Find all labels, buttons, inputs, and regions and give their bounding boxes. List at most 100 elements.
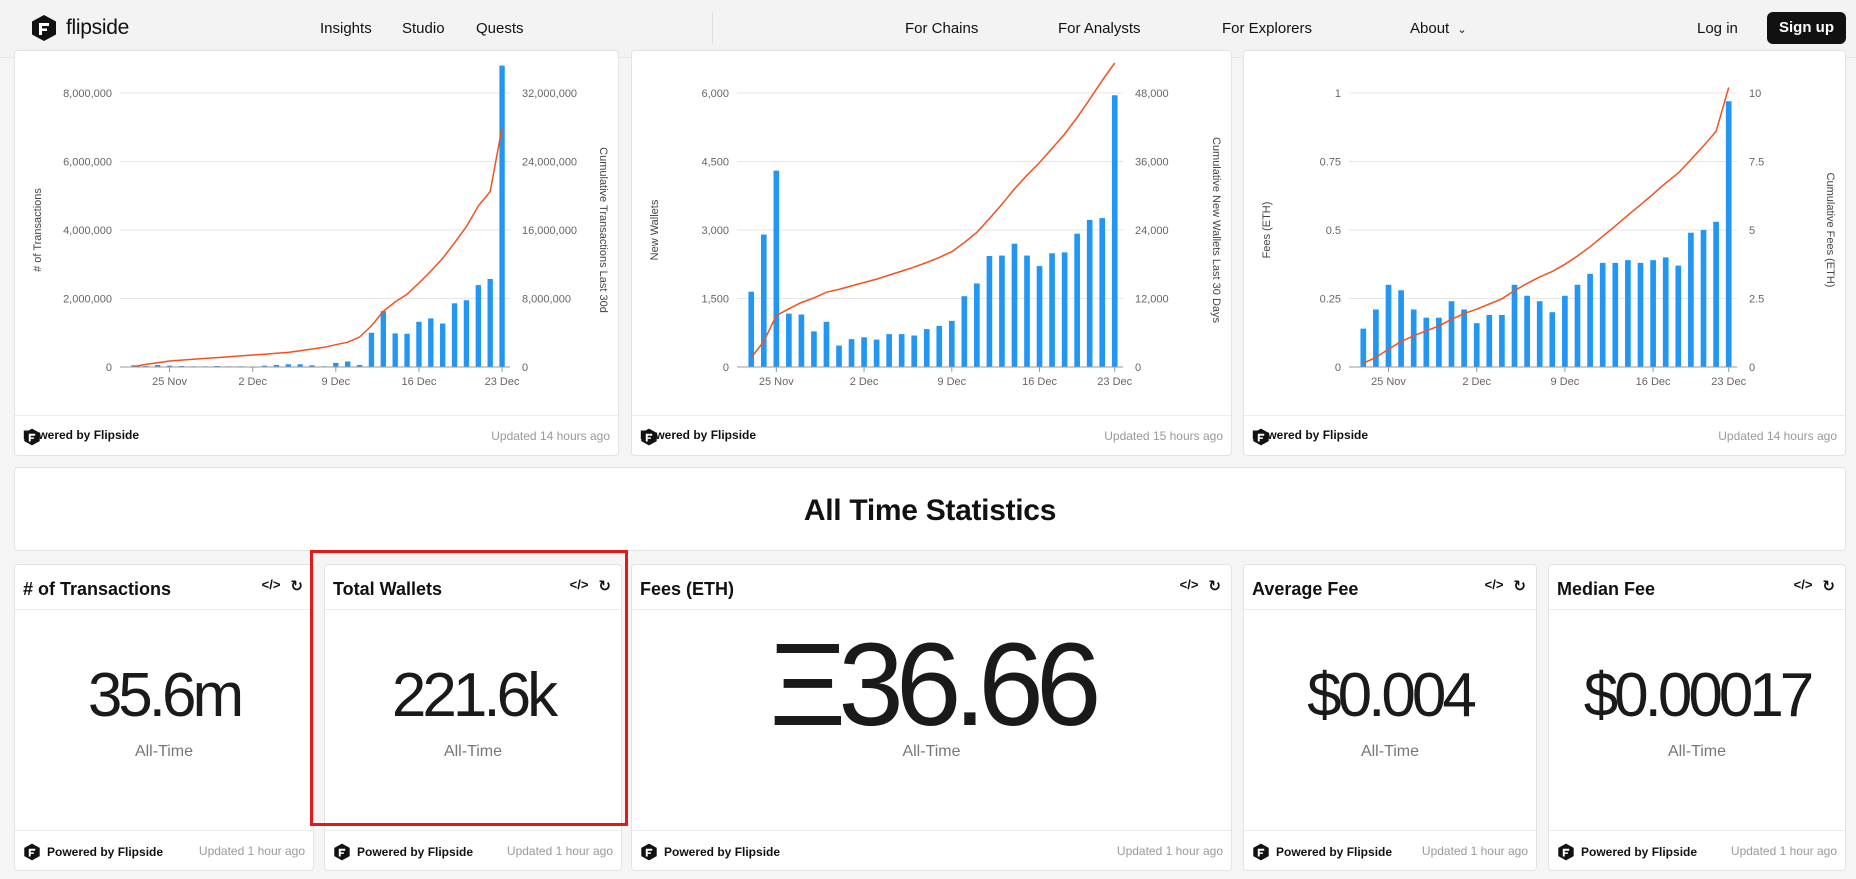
bar bbox=[309, 365, 315, 367]
series-line bbox=[1362, 87, 1730, 364]
bar bbox=[475, 285, 481, 367]
powered-by-label: Powered by Flipside bbox=[23, 428, 140, 442]
refresh-icon[interactable]: ↻ bbox=[290, 578, 303, 595]
bar bbox=[999, 255, 1005, 367]
x-tick-label: 9 Dec bbox=[1551, 376, 1580, 388]
bar bbox=[1398, 290, 1404, 367]
powered-by[interactable]: Powered by Flipside bbox=[23, 428, 140, 446]
powered-by-label: Powered by Flipside bbox=[1276, 845, 1393, 859]
bar bbox=[948, 320, 955, 367]
flipside-logo-icon bbox=[1253, 428, 1269, 446]
powered-by[interactable]: Powered by Flipside bbox=[333, 843, 473, 861]
flipside-logo-icon bbox=[641, 428, 657, 446]
nav-link-about[interactable]: About ⌄ bbox=[1410, 20, 1467, 37]
card-footer: Powered by Flipside Updated 1 hour ago bbox=[1549, 830, 1845, 870]
bar bbox=[798, 314, 805, 367]
stat-card-fees: Fees (ETH) </> ↻ Ξ36.66 All-Time Powered… bbox=[631, 564, 1232, 871]
stat-subtitle: All-Time bbox=[134, 743, 194, 760]
y2-tick-label: 0 bbox=[1135, 362, 1141, 374]
powered-by[interactable]: Powered by Flipside bbox=[640, 428, 757, 446]
powered-by[interactable]: Powered by Flipside bbox=[1252, 843, 1392, 861]
bar bbox=[155, 364, 161, 367]
refresh-icon[interactable]: ↻ bbox=[598, 578, 611, 595]
transactions-chart: 0 2,000,000 4,000,000 6,000,000 8,000,000 0 8,… bbox=[32, 65, 609, 388]
y2-tick-label: 32,000,000 bbox=[522, 88, 577, 100]
flipside-logo-icon bbox=[1253, 843, 1269, 861]
powered-by-label: Powered by Flipside bbox=[664, 845, 781, 859]
card-footer: Powered by Flipside Updated 1 hour ago bbox=[632, 830, 1231, 870]
powered-by-label: Powered by Flipside bbox=[1252, 428, 1369, 442]
powered-by[interactable]: Powered by Flipside bbox=[1557, 843, 1697, 861]
y-axis-label: # of Transactions bbox=[32, 188, 44, 272]
powered-by[interactable]: Powered by Flipside bbox=[640, 843, 780, 861]
refresh-icon[interactable]: ↻ bbox=[1513, 578, 1526, 595]
y2-tick-label: 0 bbox=[1749, 362, 1755, 374]
bar bbox=[848, 339, 855, 367]
bar bbox=[1612, 262, 1619, 367]
refresh-icon[interactable]: ↻ bbox=[1208, 578, 1221, 595]
bar bbox=[178, 365, 185, 367]
powered-by-label: Powered by Flipside bbox=[47, 845, 164, 859]
powered-by[interactable]: Powered by Flipside bbox=[1252, 428, 1369, 446]
divider bbox=[1549, 609, 1845, 610]
nav-link-insights[interactable]: Insights bbox=[320, 20, 372, 37]
refresh-icon[interactable]: ↻ bbox=[1822, 578, 1835, 595]
signup-button[interactable]: Sign up bbox=[1767, 12, 1846, 44]
nav-divider bbox=[712, 12, 713, 44]
powered-by-label: Powered by Flipside bbox=[640, 428, 757, 442]
stat-title: Median Fee bbox=[1557, 579, 1656, 599]
bar bbox=[356, 364, 363, 367]
bar bbox=[404, 333, 410, 367]
y-tick-label: 3,000 bbox=[701, 225, 729, 237]
bar bbox=[974, 283, 980, 367]
bar bbox=[285, 364, 291, 367]
code-icon[interactable]: </> bbox=[261, 577, 281, 592]
nav-link-for-explorers[interactable]: For Explorers bbox=[1222, 20, 1313, 37]
chart-card-fees: 0 0.25 0.5 0.75 1 0 2.5 5 7.5 10 Fees (ETH) Cumulat… bbox=[1243, 50, 1846, 456]
brand-name: flipside bbox=[66, 16, 129, 39]
login-link[interactable]: Log in bbox=[1697, 20, 1738, 37]
bar bbox=[499, 65, 505, 367]
x-tick-label: 16 Dec bbox=[402, 376, 437, 388]
updated-text: Updated 14 hours ago bbox=[1718, 429, 1837, 443]
bar bbox=[1599, 262, 1606, 367]
bar bbox=[392, 333, 398, 367]
x-tick-label: 23 Dec bbox=[1711, 376, 1746, 388]
code-icon[interactable]: </> bbox=[1793, 577, 1813, 592]
y2-tick-label: 5 bbox=[1749, 225, 1755, 237]
flipside-logo-icon bbox=[641, 843, 657, 861]
bar bbox=[1662, 257, 1669, 367]
bar bbox=[861, 337, 867, 367]
bar bbox=[886, 334, 892, 367]
bar bbox=[1074, 233, 1080, 367]
bar bbox=[345, 361, 351, 367]
bar bbox=[1360, 328, 1367, 367]
top-navbar: flipside Insights Studio Quests For Chai… bbox=[0, 0, 1856, 58]
powered-by[interactable]: Powered by Flipside bbox=[23, 843, 163, 861]
y-tick-label: 0 bbox=[723, 362, 729, 374]
nav-link-for-analysts[interactable]: For Analysts bbox=[1058, 20, 1141, 37]
bar bbox=[166, 365, 173, 367]
section-title: All Time Statistics bbox=[803, 494, 1057, 527]
stat-card-transactions: # of Transactions </> ↻ 35.6m All-Time P… bbox=[14, 564, 314, 871]
card-footer: Powered by Flipside Updated 15 hours ago bbox=[632, 415, 1231, 455]
bar bbox=[873, 339, 880, 367]
code-icon[interactable]: </> bbox=[569, 577, 589, 592]
bar bbox=[440, 323, 446, 367]
bar bbox=[1385, 284, 1392, 367]
bar bbox=[1524, 295, 1530, 367]
y-tick-label: 0 bbox=[1335, 362, 1341, 374]
y-tick-label: 0.5 bbox=[1326, 225, 1341, 237]
y2-tick-label: 36,000 bbox=[1135, 157, 1169, 169]
code-icon[interactable]: </> bbox=[1179, 577, 1199, 592]
divider bbox=[325, 609, 621, 610]
bar bbox=[143, 365, 149, 367]
flipside-logo-icon bbox=[334, 843, 350, 861]
code-icon[interactable]: </> bbox=[1484, 577, 1504, 592]
bar bbox=[1036, 266, 1043, 367]
nav-link-for-chains[interactable]: For Chains bbox=[905, 20, 979, 37]
bar bbox=[214, 365, 220, 367]
brand-logo[interactable]: flipside bbox=[30, 14, 129, 42]
nav-link-studio[interactable]: Studio bbox=[402, 20, 445, 37]
nav-link-quests[interactable]: Quests bbox=[476, 20, 524, 37]
